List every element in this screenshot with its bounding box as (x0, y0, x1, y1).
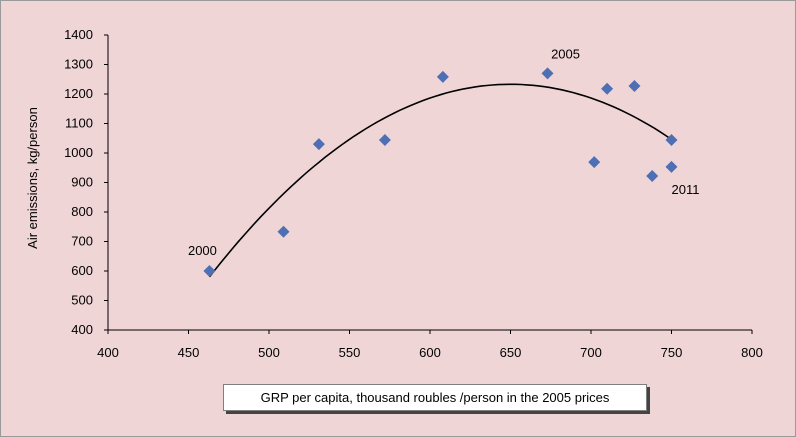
data-point-marker (628, 80, 641, 93)
x-tick-label: 800 (741, 345, 763, 360)
y-axis-ticks: 400 500 600 700 800 900 1000 1100 1200 1300 1400 (64, 27, 108, 337)
x-tick-label: 600 (419, 345, 441, 360)
y-tick-label: 400 (71, 322, 93, 337)
y-tick-label: 600 (71, 263, 93, 278)
y-tick-label: 1100 (65, 116, 93, 131)
y-tick-label: 800 (71, 204, 93, 219)
point-annotations: 2000 2005 2011 (188, 46, 700, 258)
data-point-marker (277, 225, 290, 238)
x-tick-label: 400 (97, 345, 119, 360)
year-annotation: 2000 (188, 243, 217, 258)
data-point-marker (646, 170, 659, 183)
data-point-marker (601, 82, 614, 95)
trendline (208, 83, 672, 278)
data-point-marker (378, 134, 391, 147)
y-axis-label: Air emissions, kg/person (25, 107, 40, 249)
x-tick-label: 550 (339, 345, 361, 360)
x-tick-label: 650 (500, 345, 522, 360)
year-annotation: 2011 (672, 182, 700, 197)
x-tick-label: 450 (178, 345, 200, 360)
x-tick-label: 700 (580, 345, 602, 360)
y-tick-label: 1000 (64, 145, 93, 160)
x-axis-label: GRP per capita, thousand roubles /person… (223, 384, 647, 411)
data-point-marker (203, 265, 216, 277)
data-point-marker (665, 160, 678, 173)
data-point-marker (312, 138, 325, 151)
data-point-marker (436, 70, 449, 83)
x-tick-label: 500 (258, 345, 280, 360)
y-tick-label: 700 (71, 234, 93, 249)
data-point-marker (665, 134, 678, 147)
y-tick-label: 1200 (64, 86, 93, 101)
x-axis-ticks: 400 450 500 550 600 650 700 750 800 (97, 330, 763, 360)
y-tick-label: 1400 (64, 27, 93, 42)
y-tick-label: 1300 (64, 57, 93, 72)
x-tick-label: 750 (661, 345, 683, 360)
year-annotation: 2005 (551, 46, 580, 61)
y-tick-label: 900 (71, 175, 93, 190)
data-point-marker (588, 156, 601, 169)
data-points (203, 67, 678, 277)
y-tick-label: 500 (71, 293, 93, 308)
data-point-marker (541, 67, 554, 80)
